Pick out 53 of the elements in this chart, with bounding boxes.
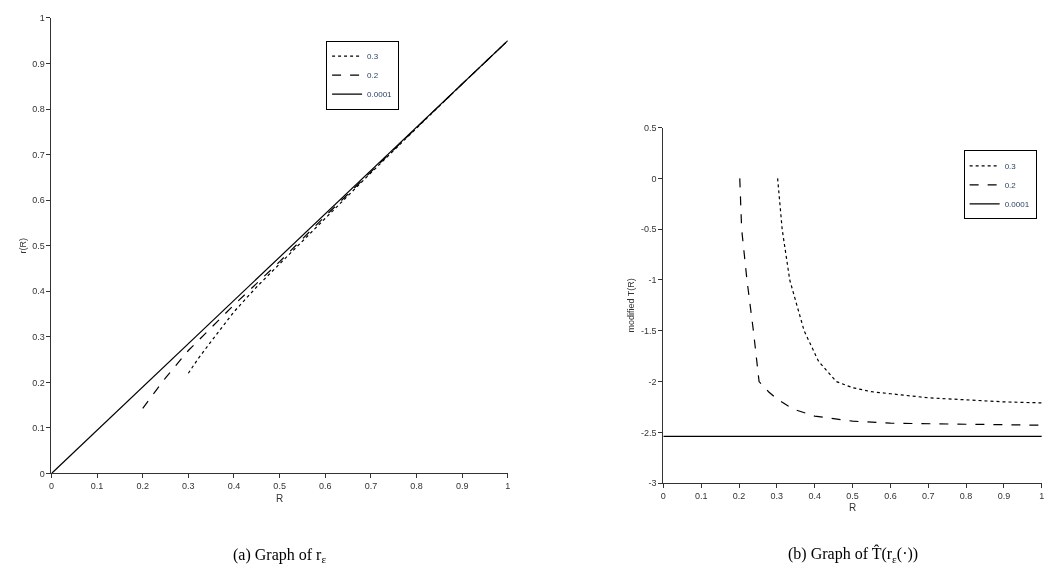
y-tick-label: 0.3 [32,331,45,342]
x-tick-label: 0.2 [136,481,149,492]
y-tick-label: 0.6 [32,195,45,206]
y-axis-title: modified T(R) [626,278,637,333]
legend-label: 0.3 [1004,161,1017,171]
y-tick-label: 0.5 [643,122,657,133]
x-tick-label: 0.3 [182,481,195,492]
y-tick-label: 0.9 [32,58,45,69]
x-tick-label: 0 [48,481,54,492]
x-tick-label: 1 [1039,490,1045,501]
y-tick-label: -3 [648,478,657,489]
text: (b) Graph of T̂(r$_{ε}$(·)) [788,544,919,565]
legend-label: 0.0001 [1004,199,1030,209]
x-tick-label: 0.9 [997,490,1011,501]
x-tick-label: 1 [505,481,511,492]
y-tick-label: 0 [651,173,657,184]
y-tick-label: -2.5 [640,427,657,438]
x-tick-label: 0.6 [318,481,332,492]
x-tick-label: 0.8 [959,490,973,501]
x-tick-label: 0.5 [273,481,286,492]
y-tick-label: 0.2 [32,377,45,388]
y-tick-label: 1 [39,13,45,24]
y-tick-label: 0.8 [32,104,45,115]
x-tick-label: 0.3 [770,490,784,501]
x-axis-title: R [276,492,284,504]
legend-label: 0.0001 [367,90,393,100]
legend-label: 0.3 [367,52,379,62]
y-tick-label: -2 [648,376,657,387]
x-tick-label: 0.2 [732,490,746,501]
x-tick-label: 0.7 [364,481,378,492]
y-tick-label: 0.4 [32,286,45,297]
x-tick-label: 0 [660,490,666,501]
x-tick-label: 0.1 [694,490,708,501]
x-tick-label: 0.6 [884,490,897,501]
y-tick-label: -1 [648,275,657,286]
y-axis-title: r(R) [17,237,28,254]
x-tick-label: 0.5 [846,490,859,501]
y-tick-label: 0.5 [32,240,45,251]
y-tick-label: 0 [39,468,45,479]
legend-label: 0.2 [1004,180,1017,190]
x-tick-label: 0.1 [90,481,104,492]
x-tick-label: 0.9 [455,481,469,492]
x-tick-label: 0.7 [922,490,935,501]
legend-label: 0.2 [367,71,379,81]
y-tick-label: 0.1 [32,423,45,434]
x-tick-label: 0.8 [410,481,423,492]
text: (a) Graph of r$_{ε}$ [233,546,327,566]
x-tick-label: 0.4 [227,481,241,492]
y-tick-label: 0.7 [32,149,45,160]
y-tick-label: -0.5 [640,224,657,235]
x-axis-title: R [848,502,857,514]
x-tick-label: 0.4 [808,490,821,501]
y-tick-label: -1.5 [640,325,657,336]
